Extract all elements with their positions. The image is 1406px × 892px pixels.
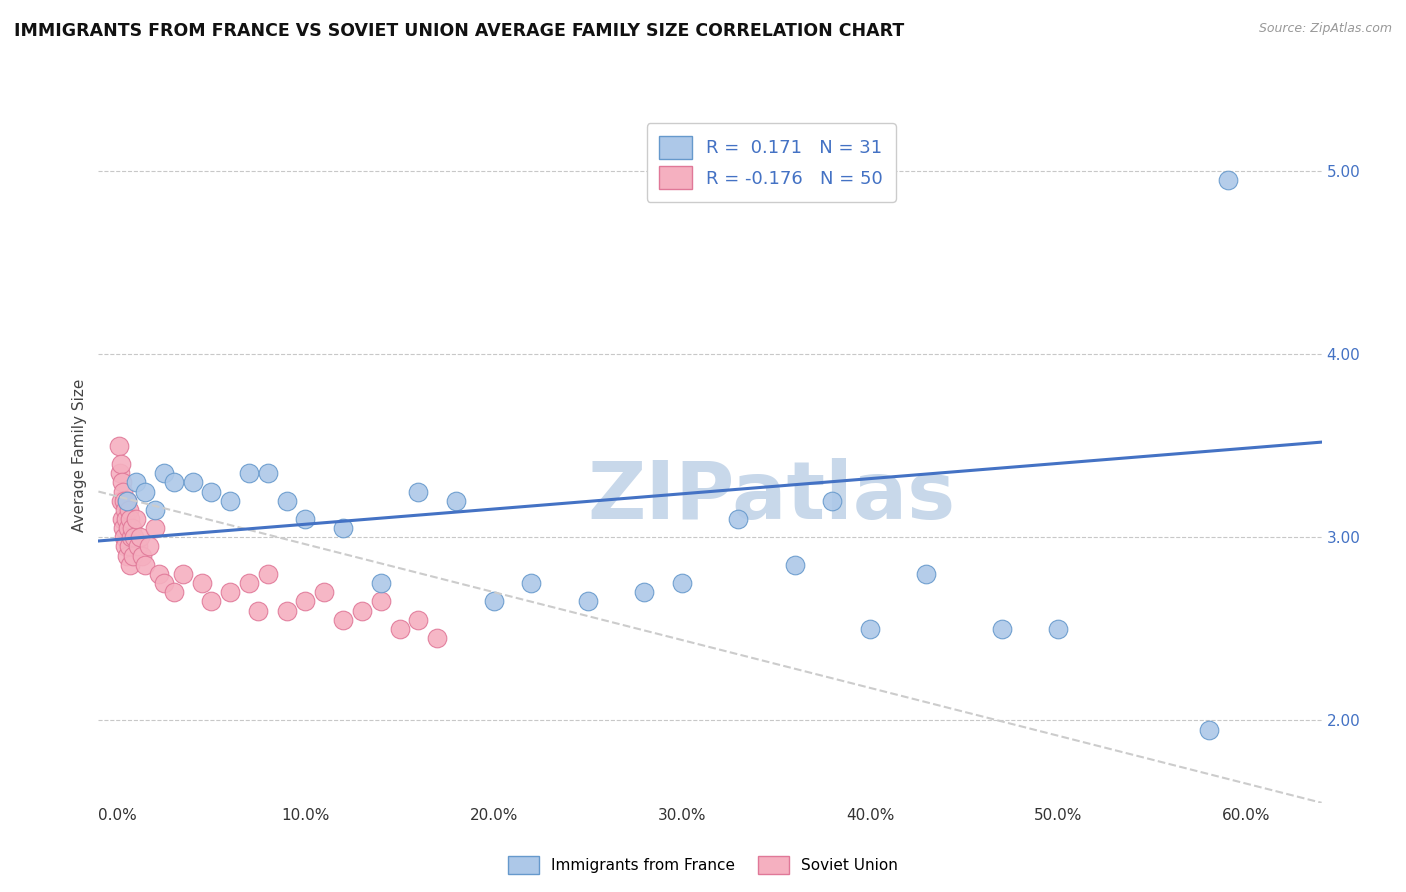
Point xyxy=(108,439,131,453)
Point xyxy=(120,558,142,572)
Point xyxy=(482,594,505,608)
Point xyxy=(256,566,278,581)
Point xyxy=(108,467,131,481)
Point xyxy=(115,549,138,563)
Point xyxy=(727,512,749,526)
Point xyxy=(783,558,806,572)
Point xyxy=(915,566,938,581)
Point xyxy=(256,467,278,481)
Point xyxy=(111,475,134,490)
Point xyxy=(1216,173,1239,187)
Point xyxy=(350,603,373,617)
Point xyxy=(276,603,298,617)
Point xyxy=(125,512,148,526)
Text: ZIPatlas: ZIPatlas xyxy=(588,458,955,536)
Point xyxy=(990,622,1012,636)
Point xyxy=(219,493,242,508)
Point xyxy=(181,475,204,490)
Point xyxy=(633,585,655,599)
Point xyxy=(114,512,136,526)
Point xyxy=(138,540,160,554)
Point xyxy=(671,576,693,591)
Point xyxy=(821,493,844,508)
Point xyxy=(128,530,150,544)
Point xyxy=(200,594,222,608)
Point xyxy=(276,493,298,508)
Text: Source: ZipAtlas.com: Source: ZipAtlas.com xyxy=(1258,22,1392,36)
Point xyxy=(115,493,138,508)
Point xyxy=(117,503,139,517)
Point xyxy=(172,566,194,581)
Point xyxy=(408,613,430,627)
Point xyxy=(408,484,430,499)
Point xyxy=(153,467,176,481)
Point xyxy=(148,566,170,581)
Point xyxy=(153,576,176,591)
Point xyxy=(122,530,145,544)
Point xyxy=(370,576,392,591)
Point xyxy=(294,594,316,608)
Point xyxy=(238,576,260,591)
Point xyxy=(111,512,134,526)
Point xyxy=(163,475,186,490)
Point xyxy=(114,540,136,554)
Text: IMMIGRANTS FROM FRANCE VS SOVIET UNION AVERAGE FAMILY SIZE CORRELATION CHART: IMMIGRANTS FROM FRANCE VS SOVIET UNION A… xyxy=(14,22,904,40)
Point xyxy=(114,503,136,517)
Point xyxy=(426,631,449,645)
Point xyxy=(370,594,392,608)
Y-axis label: Average Family Size: Average Family Size xyxy=(72,378,87,532)
Point xyxy=(143,521,166,535)
Point xyxy=(520,576,543,591)
Point xyxy=(120,530,142,544)
Point xyxy=(332,521,354,535)
Point xyxy=(1198,723,1220,737)
Point xyxy=(115,493,138,508)
Point xyxy=(163,585,186,599)
Point xyxy=(219,585,242,599)
Point xyxy=(121,521,143,535)
Point xyxy=(134,558,156,572)
Point xyxy=(191,576,214,591)
Point xyxy=(122,549,145,563)
Point xyxy=(112,530,135,544)
Point xyxy=(314,585,336,599)
Point xyxy=(110,457,132,471)
Point xyxy=(112,493,135,508)
Point xyxy=(1047,622,1070,636)
Point xyxy=(110,493,132,508)
Legend: R =  0.171   N = 31, R = -0.176   N = 50: R = 0.171 N = 31, R = -0.176 N = 50 xyxy=(647,123,896,202)
Point xyxy=(247,603,270,617)
Point xyxy=(118,540,141,554)
Point xyxy=(576,594,599,608)
Point xyxy=(444,493,467,508)
Point xyxy=(332,613,354,627)
Point xyxy=(143,503,166,517)
Point xyxy=(117,521,139,535)
Point xyxy=(125,475,148,490)
Point xyxy=(127,540,149,554)
Point xyxy=(200,484,222,499)
Point xyxy=(294,512,316,526)
Point xyxy=(238,467,260,481)
Point xyxy=(134,484,156,499)
Point xyxy=(859,622,882,636)
Point xyxy=(131,549,153,563)
Point xyxy=(388,622,411,636)
Point xyxy=(111,521,134,535)
Point xyxy=(111,484,134,499)
Legend: Immigrants from France, Soviet Union: Immigrants from France, Soviet Union xyxy=(502,850,904,880)
Point xyxy=(120,512,142,526)
